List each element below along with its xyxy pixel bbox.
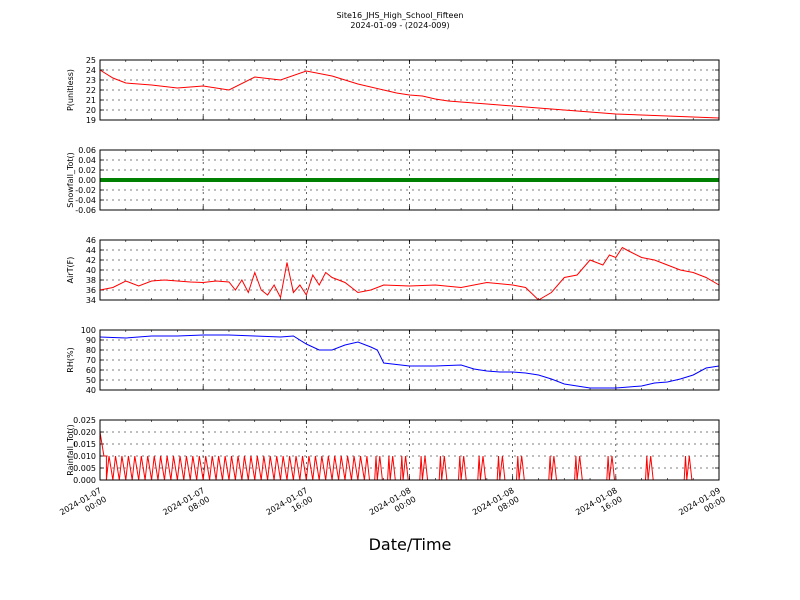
panel-1: -0.06-0.04-0.020.000.020.040.06Snowfall_… [66,146,720,215]
tick-label-y: 0.015 [73,440,96,449]
axis-label-x: Date/Time [369,535,452,554]
axes-frame [99,329,720,391]
axis-label-y: P(unitless) [66,69,75,111]
tick-label-y: 0.000 [73,476,96,485]
tick-label-y: 60 [86,366,96,375]
tick-label-y: 0.020 [73,428,96,437]
chart-subtitle: 2024-01-09 - (2024-009) [350,21,450,30]
tick-label-y: 40 [86,386,96,395]
chart-title: Site16_JHS_High_School_Fifteen [336,11,464,20]
tick-label-y: 0.02 [78,166,96,175]
tick-label-y: 23 [86,76,96,85]
axes-frame [99,239,720,301]
tick-label-y: 34 [86,296,96,305]
tick-label-y: 100 [81,326,96,335]
axis-label-y: RH(%) [66,347,75,372]
axes-frame [99,419,720,481]
tick-label-y: 80 [86,346,96,355]
panel-4: 0.000 0.005 0.010 0.015 0.020 0.025Rainfall_T… [66,416,720,485]
tick-label-y: 40 [86,266,96,275]
axes-frame [99,59,720,121]
tick-label-y: -0.02 [75,186,96,195]
axis-label-y: Rainfall_Tot() [66,424,75,476]
tick-label-y: 19 [86,116,96,125]
tick-label-y: 50 [86,376,96,385]
tick-label-y: 70 [86,356,96,365]
tick-label-y: 90 [86,336,96,345]
axis-label-y: Snowfall_Tot() [66,152,75,208]
tick-label-x: 2024-01-0800:00 [368,486,418,526]
tick-label-x: 2024-01-0816:00 [574,486,624,526]
tick-label-x: 2024-01-0700:00 [58,486,108,526]
tick-label-y: 21 [86,96,96,105]
tick-label-y: 22 [86,86,96,95]
axis-label-y: AirT(F) [66,257,75,284]
series-line [99,69,720,119]
tick-label-y: -0.04 [75,196,96,205]
tick-label-y: 36 [86,286,96,295]
tick-label-y: -0.06 [75,206,96,215]
tick-label-y: 0.04 [78,156,96,165]
series-line [99,334,720,389]
tick-label-y: 0.005 [73,464,96,473]
tick-label-y: 0.025 [73,416,96,425]
tick-label-x: 2024-01-0808:00 [471,486,521,526]
series-line [99,246,720,301]
axes-frame [99,149,720,211]
tick-label-y: 44 [86,246,96,255]
tick-label-x: 2024-01-0716:00 [265,486,315,526]
tick-label-y: 0.010 [73,452,96,461]
tick-label-y: 25 [86,56,96,65]
tick-label-y: 38 [86,276,96,285]
tick-label-x: 2024-01-0708:00 [161,486,211,526]
tick-label-y: 46 [86,236,96,245]
tick-label-y: 20 [86,106,96,115]
tick-label-y: 24 [86,66,96,75]
tick-label-y: 42 [86,256,96,265]
tick-label-x: 2024-01-0900:00 [677,486,727,526]
tick-label-y: 0.00 [78,176,96,185]
tick-label-y: 0.06 [78,146,96,155]
